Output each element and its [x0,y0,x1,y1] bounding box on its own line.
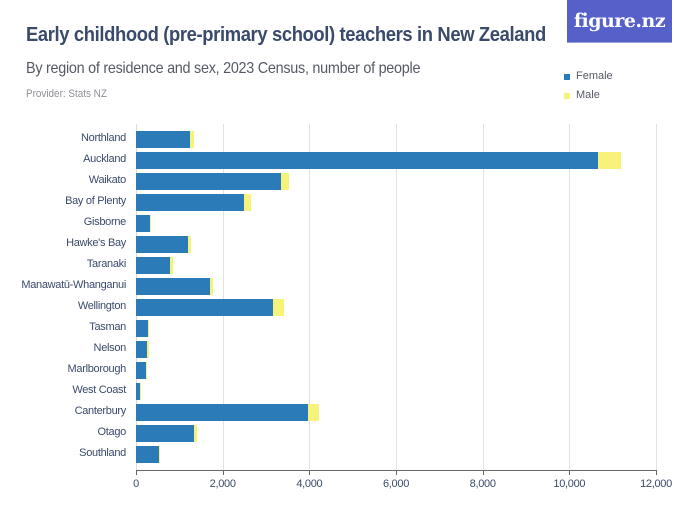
bar-male[interactable] [147,341,149,358]
x-tick-label: 10,000 [553,478,586,490]
category-label: Northland [81,132,126,144]
chart-title: Early childhood (pre-primary school) tea… [26,24,546,46]
bar-male[interactable] [140,383,141,400]
bar-female[interactable] [136,236,189,253]
gridline [396,124,397,470]
x-tick [656,470,657,475]
category-label: Taranaki [86,258,126,270]
gridline [656,124,657,470]
bar-female[interactable] [136,404,309,421]
category-label: Wellington [77,300,126,312]
gridline [309,124,311,470]
x-tick [136,470,137,475]
category-label: Canterbury [74,405,127,417]
figure-nz-logo[interactable]: figure.nz [567,0,672,43]
provider-text: Provider: Stats NZ [26,88,107,100]
bar-male[interactable] [209,278,214,295]
bar-female[interactable] [136,383,141,400]
bar-male[interactable] [308,404,319,421]
category-label: West Coast [72,384,126,396]
bar-male[interactable] [190,131,195,148]
bar-male[interactable] [272,299,284,316]
x-tick [222,470,224,475]
bar-female[interactable] [136,194,245,211]
legend-label: Female [576,69,613,82]
legend-label: Male [576,88,600,101]
x-tick [482,470,484,475]
gridline [222,124,224,470]
male-swatch-icon [564,92,570,99]
category-label: Manawatū-Whanganui [21,279,126,291]
x-tick-label: 4,000 [296,478,323,490]
x-tick-label: 0 [133,478,139,490]
bar-female[interactable] [136,152,598,169]
bar-female[interactable] [136,131,191,148]
bar-male[interactable] [244,194,252,211]
bar-male[interactable] [170,257,174,274]
bar-male[interactable] [149,215,151,232]
bar-female[interactable] [136,173,282,190]
legend: Female Male [564,66,613,104]
gridline [569,124,571,470]
bar-male[interactable] [146,362,148,379]
bar-female[interactable] [136,299,273,316]
bar-male[interactable] [597,152,621,169]
female-swatch-icon [564,73,570,80]
bar-female[interactable] [136,278,210,295]
bar-female[interactable] [136,362,147,379]
x-tick [569,470,571,475]
category-label: Tasman [89,321,126,333]
category-label: Southland [79,447,126,459]
x-tick-label: 12,000 [640,478,672,490]
bar-male[interactable] [281,173,290,190]
bar-female[interactable] [136,446,159,463]
x-tick-label: 8,000 [469,478,496,490]
x-tick-label: 6,000 [382,478,410,490]
chart-subtitle: By region of residence and sex, 2023 Cen… [26,60,421,77]
bar-male[interactable] [188,236,192,253]
category-label: Waikato [88,174,127,186]
category-label: Hawke's Bay [66,237,126,249]
y-axis-line [136,124,137,470]
category-label: Otago [97,426,127,438]
bar-female[interactable] [136,341,148,358]
category-label: Marlborough [67,363,127,375]
category-label: Nelson [93,342,127,354]
legend-item-male: Male [564,85,613,104]
gridline [482,124,484,470]
category-label: Gisborne [83,216,127,228]
bar-female[interactable] [136,425,195,442]
bar-male[interactable] [148,320,150,337]
category-label: Auckland [83,153,126,165]
logo-text: figure.nz [573,10,666,32]
x-tick [396,470,397,475]
x-tick-label: 2,000 [209,478,236,490]
bar-female[interactable] [136,320,149,337]
category-label: Bay of Plenty [65,195,126,207]
bar-male[interactable] [158,446,160,463]
bar-male[interactable] [194,425,198,442]
bar-female[interactable] [136,257,171,274]
x-tick [309,470,311,475]
legend-item-female: Female [564,66,613,85]
bar-female[interactable] [136,215,150,232]
